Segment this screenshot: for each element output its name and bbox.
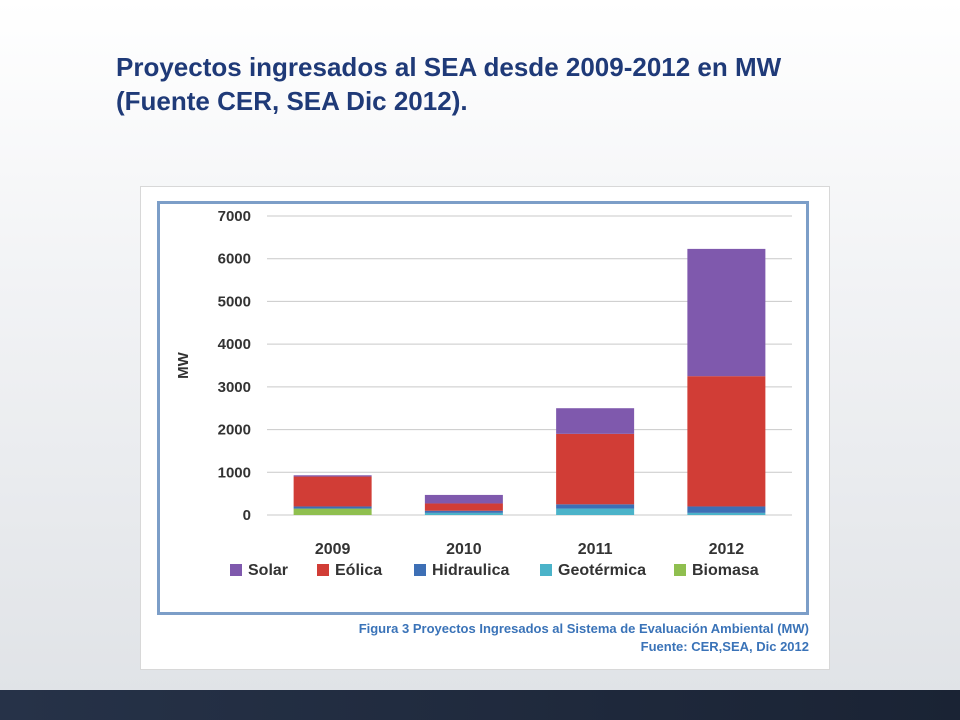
y-tick-label: 4000 <box>218 336 251 353</box>
figure-caption: Figura 3 Proyectos Ingresados al Sistema… <box>358 621 809 636</box>
chart-frame: 0 1000 2000 3000 4000 5000 6000 7000 MW 2009 2010 2… <box>157 201 809 615</box>
bar-segment-eólica <box>424 503 503 511</box>
bar-segment-solar <box>293 475 372 477</box>
y-tick-label: 3000 <box>218 379 251 396</box>
y-tick-label: 2000 <box>218 422 251 439</box>
legend-swatch <box>674 564 686 576</box>
legend-label: Hidraulica <box>432 562 509 579</box>
stacked-bar-chart: 0 1000 2000 3000 4000 5000 6000 7000 MW 2009 2010 2… <box>175 208 792 579</box>
bar-segment-geotérmica <box>556 508 635 515</box>
x-tick-label: 2012 <box>709 541 745 558</box>
figure-box: 0 1000 2000 3000 4000 5000 6000 7000 MW 2009 2010 2… <box>140 186 830 670</box>
x-tick-label: 2011 <box>578 541 613 558</box>
bar-segment-biomasa <box>293 508 372 515</box>
bar-segment-eólica <box>556 433 635 505</box>
y-tick-label: 1000 <box>218 464 251 481</box>
slide-title: Proyectos ingresados al SEA desde 2009-2… <box>116 52 782 116</box>
bar-segment-eólica <box>687 376 766 507</box>
y-tick-label: 0 <box>243 507 251 524</box>
y-axis-label: MW <box>175 351 192 378</box>
legend-label: Biomasa <box>692 562 759 579</box>
y-tick-label: 7000 <box>218 208 251 225</box>
bar-segment-hidraulica <box>293 506 372 509</box>
bottom-bar <box>0 690 960 720</box>
legend-swatch <box>540 564 552 576</box>
bar-segment-geotérmica <box>424 512 503 515</box>
y-tick-label: 6000 <box>218 251 251 268</box>
legend-swatch <box>317 564 329 576</box>
x-tick-label: 2009 <box>315 541 351 558</box>
bar-segment-solar <box>424 494 503 504</box>
y-tick-label: 5000 <box>218 293 251 310</box>
bar-segment-geotérmica <box>687 512 766 515</box>
bar-segment-eólica <box>293 476 372 507</box>
bar-segment-hidraulica <box>424 510 503 513</box>
legend-label: Solar <box>248 562 288 579</box>
figure-source: Fuente: CER,SEA, Dic 2012 <box>640 639 809 654</box>
legend-swatch <box>414 564 426 576</box>
bar-segment-solar <box>556 408 635 434</box>
bar-segment-hidraulica <box>687 506 766 513</box>
bar-segment-hidraulica <box>556 504 635 509</box>
x-tick-label: 2010 <box>446 541 482 558</box>
legend-label: Geotérmica <box>558 562 646 579</box>
legend-swatch <box>230 564 242 576</box>
bar-segment-solar <box>687 248 766 377</box>
legend-label: Eólica <box>335 562 382 579</box>
